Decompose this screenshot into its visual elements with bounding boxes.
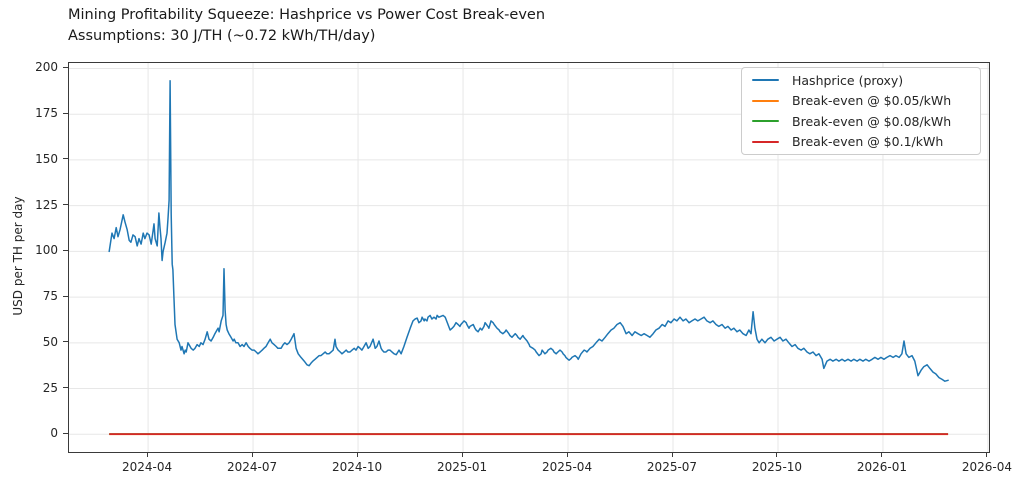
y-tick-label: 125 bbox=[35, 197, 58, 212]
x-tick-label: 2025-04 bbox=[541, 460, 593, 474]
legend-item: Hashprice (proxy) bbox=[742, 70, 980, 90]
y-tick-label: 150 bbox=[35, 151, 58, 166]
y-tick-label: 200 bbox=[35, 60, 58, 75]
x-tick-mark bbox=[566, 452, 568, 457]
x-tick-mark bbox=[986, 452, 988, 457]
x-tick-mark bbox=[146, 452, 148, 457]
y-tick-mark bbox=[63, 204, 68, 206]
y-tick-mark bbox=[63, 387, 68, 389]
chart-subtitle: Assumptions: 30 J/TH (~0.72 kWh/TH/day) bbox=[68, 28, 376, 44]
y-tick-label: 100 bbox=[35, 243, 58, 258]
y-tick-mark bbox=[63, 432, 68, 434]
legend-line-swatch bbox=[752, 120, 779, 123]
x-tick-mark bbox=[461, 452, 463, 457]
x-tick-label: 2025-10 bbox=[751, 460, 803, 474]
x-tick-label: 2024-04 bbox=[122, 460, 173, 474]
legend-item-label: Hashprice (proxy) bbox=[792, 72, 904, 88]
y-tick-label: 75 bbox=[42, 289, 58, 304]
x-tick-label: 2024-10 bbox=[331, 460, 383, 474]
y-tick-mark bbox=[63, 158, 68, 160]
legend-line-swatch bbox=[752, 79, 779, 82]
y-tick-mark bbox=[63, 66, 68, 68]
x-tick-label: 2024-07 bbox=[226, 460, 278, 474]
y-tick-mark bbox=[63, 249, 68, 251]
x-tick-label: 2026-04 bbox=[961, 460, 1012, 474]
legend-item: Break-even @ $0.1/kWh bbox=[742, 132, 980, 152]
y-tick-label: 25 bbox=[42, 380, 58, 395]
y-tick-label: 50 bbox=[42, 334, 58, 349]
legend-item-label: Break-even @ $0.08/kWh bbox=[792, 113, 952, 129]
hashprice-line bbox=[108, 79, 949, 382]
y-tick-label: 0 bbox=[50, 426, 58, 441]
x-tick-label: 2025-07 bbox=[646, 460, 698, 474]
x-tick-mark bbox=[881, 452, 883, 457]
legend-item: Break-even @ $0.08/kWh bbox=[742, 111, 980, 131]
plot-canvas bbox=[69, 63, 989, 452]
legend-line-swatch bbox=[752, 140, 779, 143]
y-tick-mark bbox=[63, 295, 68, 297]
legend-item: Break-even @ $0.05/kWh bbox=[742, 91, 980, 111]
x-tick-mark bbox=[776, 452, 778, 457]
legend-line-swatch bbox=[752, 99, 779, 102]
y-tick-mark bbox=[63, 341, 68, 343]
legend-item-label: Break-even @ $0.05/kWh bbox=[792, 93, 952, 109]
y-tick-mark bbox=[63, 112, 68, 114]
legend: Hashprice (proxy) Break-even @ $0.05/kWh B… bbox=[741, 67, 981, 155]
x-tick-label: 2026-01 bbox=[856, 460, 908, 474]
y-tick-label: 175 bbox=[35, 106, 58, 121]
x-tick-label: 2025-01 bbox=[436, 460, 488, 474]
chart-title: Mining Profitability Squeeze: Hashprice … bbox=[68, 7, 546, 23]
x-tick-mark bbox=[671, 452, 673, 457]
legend-item-label: Break-even @ $0.1/kWh bbox=[792, 134, 944, 150]
x-tick-mark bbox=[251, 452, 253, 457]
x-tick-mark bbox=[356, 452, 358, 457]
